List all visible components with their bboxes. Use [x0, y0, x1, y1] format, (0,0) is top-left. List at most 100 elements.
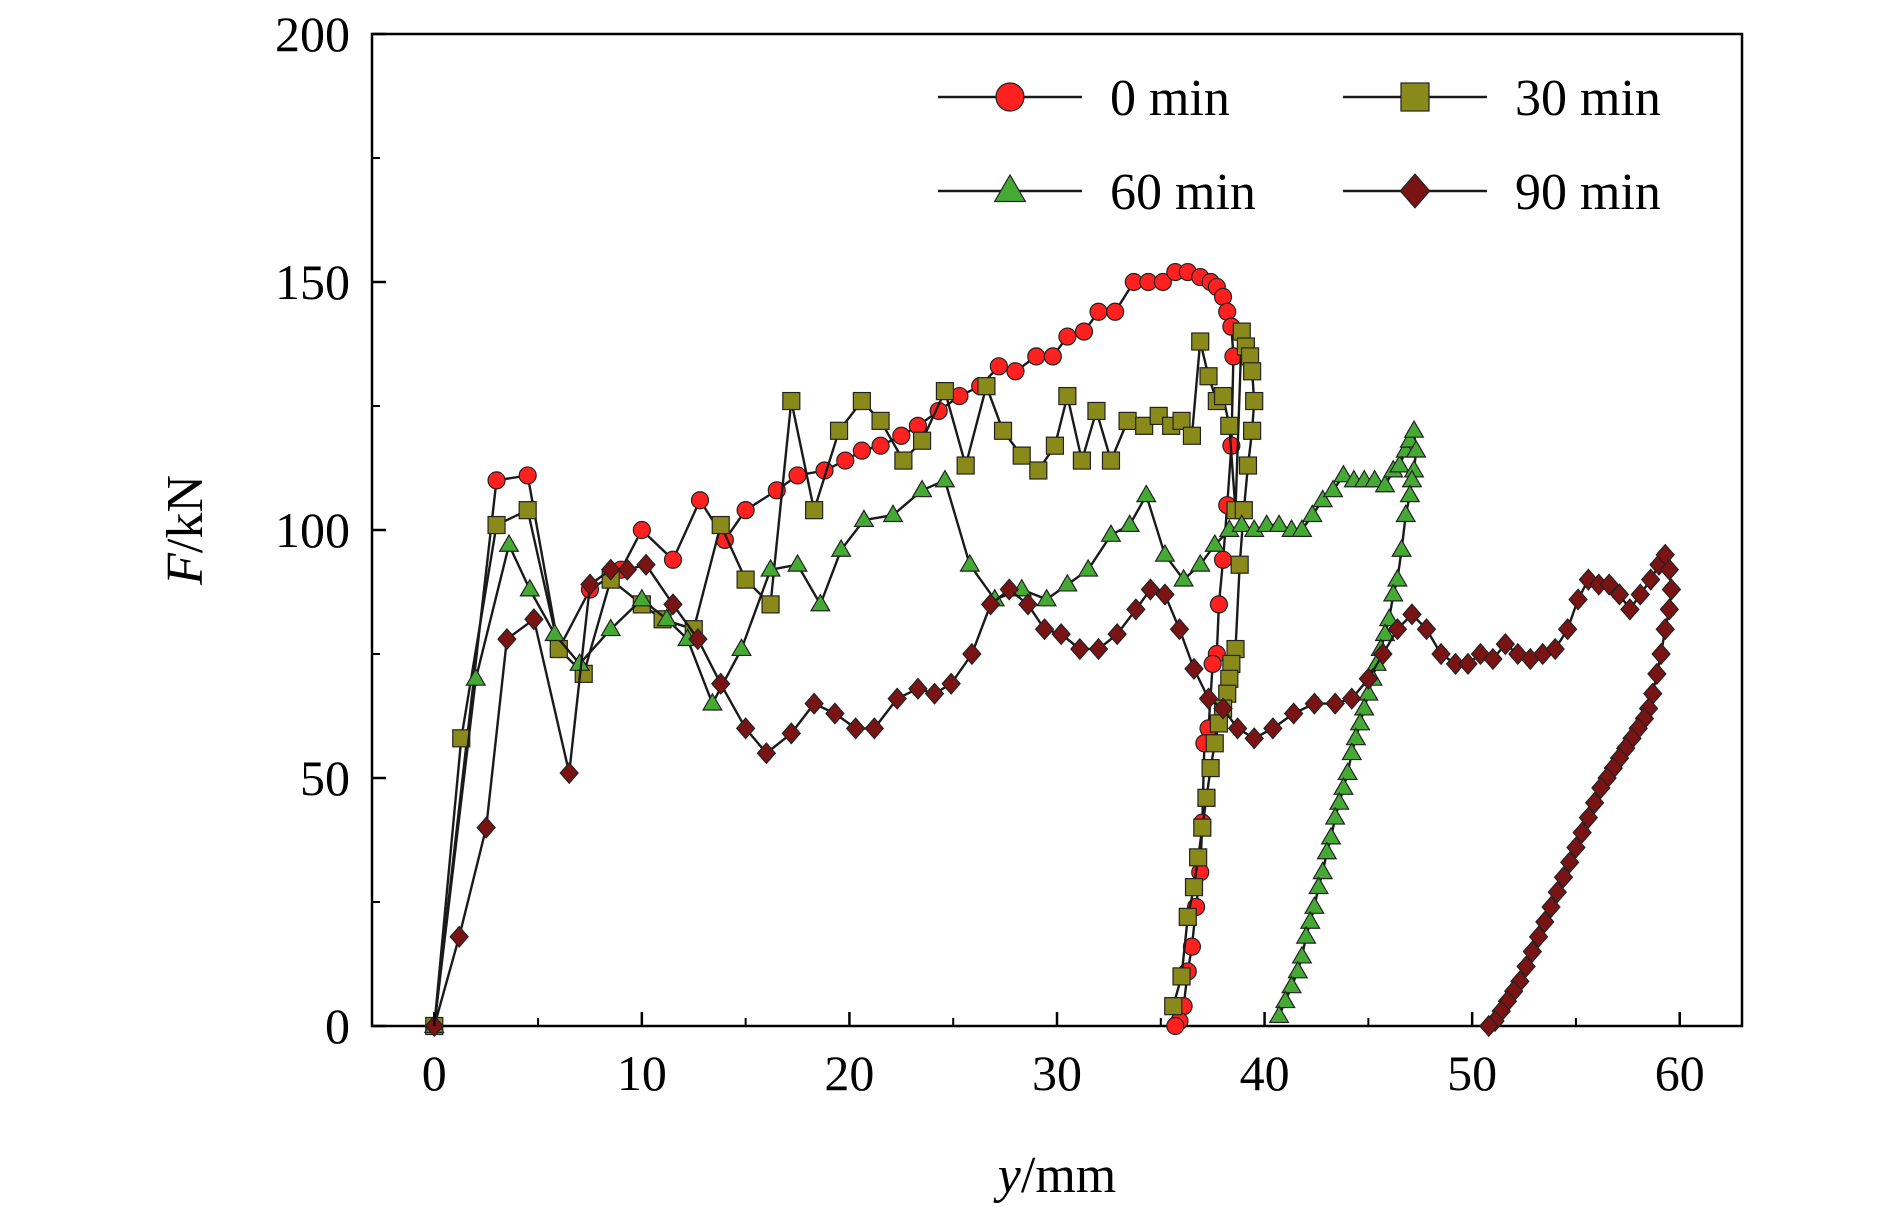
data-point-60-min	[1154, 543, 1176, 562]
data-point-30-min	[1172, 967, 1191, 986]
data-point-30-min	[1087, 401, 1106, 421]
data-point-60-min	[1387, 568, 1408, 587]
data-point-0-min	[518, 466, 537, 485]
data-point-90-min	[1599, 573, 1619, 596]
data-point-90-min	[941, 672, 961, 695]
data-point-90-min	[756, 742, 777, 765]
data-point-60-min	[1231, 514, 1253, 533]
data-point-30-min	[1178, 907, 1197, 926]
series-layer	[423, 262, 1682, 1038]
data-point-90-min	[1373, 642, 1393, 666]
data-point-90-min	[1107, 623, 1127, 646]
data-point-30-min	[1243, 421, 1262, 440]
x-tick-label: 0	[422, 1045, 447, 1101]
data-point-30-min	[956, 456, 975, 475]
data-point-30-min	[1184, 878, 1204, 897]
data-point-60-min	[1295, 925, 1317, 944]
y-tick-label: 0	[325, 998, 350, 1054]
data-point-90-min	[1213, 697, 1233, 720]
data-point-30-min	[1234, 501, 1253, 520]
data-point-30-min	[1238, 456, 1258, 475]
data-point-60-min	[1268, 514, 1290, 533]
data-point-30-min	[736, 570, 755, 589]
data-point-60-min	[1291, 945, 1313, 964]
x-tick-label: 10	[617, 1045, 667, 1101]
data-point-60-min	[1395, 504, 1417, 523]
data-point-60-min	[1119, 514, 1141, 533]
data-point-90-min	[1578, 806, 1599, 829]
data-point-60-min	[1056, 573, 1078, 592]
data-point-90-min	[1483, 647, 1503, 671]
data-point-30-min	[1230, 555, 1249, 574]
data-point-30-min	[1182, 426, 1202, 445]
data-point-90-min	[688, 628, 708, 651]
data-point-90-min	[476, 816, 496, 839]
data-point-90-min	[1640, 568, 1661, 591]
data-point-90-min	[1545, 637, 1565, 661]
data-point-60-min	[1173, 568, 1195, 587]
data-point-30-min	[1243, 362, 1262, 381]
data-point-60-min	[1328, 791, 1350, 810]
data-point-30-min	[1199, 367, 1218, 386]
legend-marker-60-min	[993, 173, 1027, 203]
data-point-90-min	[999, 578, 1019, 601]
x-axis-label: y/mm	[993, 1147, 1116, 1204]
axes-layer: 0 10 20 30 40 50 60 0 50 100 150 200	[275, 6, 1705, 1101]
data-point-0-min	[1218, 302, 1237, 321]
data-point-60-min	[1333, 776, 1354, 795]
data-point-60-min	[600, 618, 622, 637]
data-point-60-min	[1036, 588, 1058, 607]
data-point-90-min	[1566, 836, 1586, 859]
data-point-60-min	[830, 538, 852, 557]
data-point-90-min	[1402, 603, 1422, 626]
data-point-90-min	[1584, 791, 1605, 814]
data-point-60-min	[1274, 990, 1296, 1009]
data-point-90-min	[781, 722, 802, 745]
data-point-60-min	[1337, 762, 1358, 781]
data-point-90-min	[663, 593, 683, 616]
data-point-30-min	[1012, 446, 1031, 465]
y-tick-label: 100	[275, 502, 350, 558]
data-point-0-min	[1213, 287, 1233, 306]
series-30-min	[425, 322, 1264, 1036]
legend-item-0-min: 0 min	[938, 70, 1230, 127]
data-point-90-min	[449, 925, 469, 948]
y-tick-label: 200	[275, 6, 350, 62]
data-point-60-min	[787, 553, 808, 572]
data-point-90-min	[1559, 851, 1580, 874]
data-point-90-min	[1620, 598, 1640, 621]
data-point-30-min	[1072, 451, 1092, 470]
data-point-0-min	[1182, 937, 1202, 956]
data-point-90-min	[1630, 583, 1651, 606]
y-axis-label: F/kN	[157, 475, 214, 586]
data-point-90-min	[1244, 727, 1264, 750]
data-point-90-min	[1535, 910, 1555, 933]
data-point-0-min	[892, 426, 911, 445]
data-point-90-min	[1034, 618, 1055, 641]
data-point-60-min	[959, 553, 981, 572]
data-point-30-min	[1201, 758, 1220, 778]
data-point-90-min	[962, 642, 982, 666]
data-point-90-min	[1661, 578, 1682, 601]
data-point-60-min	[1374, 623, 1396, 642]
data-point-90-min	[908, 677, 928, 700]
data-point-60-min	[1333, 464, 1354, 483]
data-point-60-min	[1256, 514, 1278, 533]
data-point-90-min	[1169, 618, 1190, 641]
data-point-60-min	[1304, 895, 1325, 914]
data-point-30-min	[977, 377, 996, 396]
legend-label: 60 min	[1110, 164, 1256, 221]
legend-marker-30-min	[1400, 82, 1430, 112]
data-point-90-min	[711, 672, 731, 695]
data-point-30-min	[1205, 734, 1224, 753]
data-point-30-min	[1058, 386, 1077, 406]
data-point-90-min	[1591, 776, 1611, 800]
legend-label: 30 min	[1515, 70, 1661, 127]
data-point-90-min	[804, 692, 824, 715]
data-point-60-min	[1135, 484, 1157, 503]
data-point-90-min	[1358, 667, 1379, 690]
data-point-90-min	[580, 573, 600, 596]
data-point-60-min	[760, 558, 781, 577]
data-point-30-min	[1172, 411, 1191, 430]
data-point-60-min	[1401, 469, 1423, 488]
